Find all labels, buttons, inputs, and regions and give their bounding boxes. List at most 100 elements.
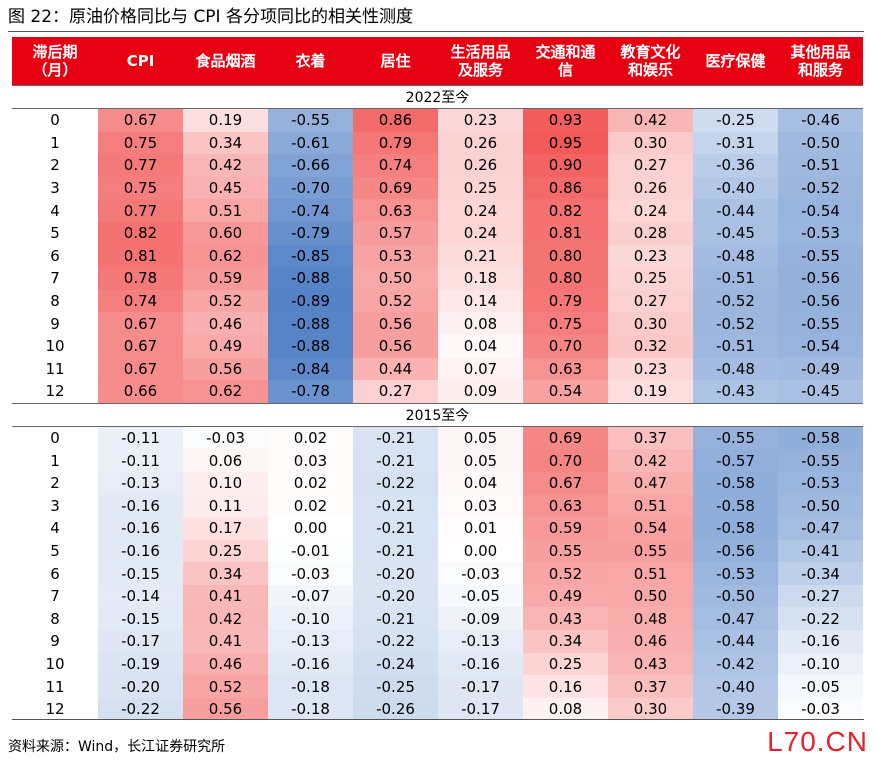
heatmap-cell: 0.23: [608, 244, 693, 268]
heatmap-cell: 0.79: [353, 131, 438, 155]
lag-cell: 0: [12, 108, 98, 132]
heatmap-cell: 0.95: [523, 131, 608, 155]
column-header-line: CPI: [126, 52, 155, 70]
heatmap-cell: 0.02: [268, 471, 353, 495]
heatmap-cell: -0.55: [778, 312, 863, 335]
heatmap-cell: 0.55: [608, 539, 693, 563]
table-row: 1 -0.11 0.06 0.03 -0.21 0.05 0.70 0.42 -0.57 -0.5…: [12, 449, 863, 472]
heatmap-cell: 0.90: [523, 154, 608, 177]
heatmap-cell: -0.58: [693, 471, 778, 495]
column-header: 生活用品 及服务: [438, 37, 523, 86]
heatmap-cell: -0.48: [693, 244, 778, 268]
heatmap-cell: -0.22: [778, 607, 863, 631]
lag-cell: 6: [12, 562, 98, 585]
heatmap-cell: -0.19: [98, 652, 183, 676]
heatmap-cell: 0.25: [183, 539, 268, 563]
heatmap-cell: 0.03: [268, 449, 353, 472]
heatmap-cell: 0.75: [98, 131, 183, 155]
heatmap-cell: 0.59: [523, 517, 608, 540]
heatmap-cell: -0.40: [693, 675, 778, 698]
heatmap-cell: -0.58: [693, 494, 778, 518]
column-header-line: 和服务: [797, 61, 843, 79]
heatmap-cell: 0.07: [438, 357, 523, 381]
table-row: 3 -0.16 0.11 0.02 -0.21 0.03 0.63 0.51 -0.58 -0.5…: [12, 494, 863, 518]
heatmap-cell: 0.54: [608, 517, 693, 540]
heatmap-cell: -0.58: [778, 426, 863, 450]
lag-cell: 9: [12, 312, 98, 335]
heatmap-cell: 0.70: [523, 449, 608, 472]
heatmap-cell: -0.55: [778, 244, 863, 268]
table-row: 12 0.66 0.62 -0.78 0.27 0.09 0.54 0.19 -0.43 -0.4…: [12, 380, 863, 404]
heatmap-cell: 0.43: [523, 607, 608, 631]
column-header-line: 食品烟酒: [195, 52, 256, 70]
heatmap-cell: -0.74: [268, 199, 353, 222]
heatmap-cell: 0.25: [523, 652, 608, 676]
heatmap-cell: -0.24: [353, 652, 438, 676]
lag-cell: 4: [12, 517, 98, 540]
heatmap-cell: 0.24: [608, 199, 693, 222]
heatmap-cell: -0.70: [268, 176, 353, 200]
heatmap-cell: -0.55: [268, 108, 353, 132]
heatmap-cell: -0.36: [693, 154, 778, 177]
heatmap-cell: 0.41: [183, 584, 268, 608]
heatmap-cell: 0.63: [523, 494, 608, 518]
heatmap-cell: -0.03: [778, 697, 863, 721]
section-label: 2015至今: [12, 402, 863, 427]
heatmap-cell: 0.75: [523, 312, 608, 335]
lag-cell: 1: [12, 449, 98, 472]
heatmap-cell: -0.11: [98, 449, 183, 472]
heatmap-cell: -0.13: [268, 630, 353, 653]
heatmap-cell: -0.51: [693, 334, 778, 358]
heatmap-cell: 0.10: [183, 471, 268, 495]
heatmap-cell: -0.54: [778, 334, 863, 358]
heatmap-cell: 0.49: [523, 584, 608, 608]
header-row: 滞后期 （月） CPI 食品烟酒 衣着 居住 生活用品 及服务 交通和通信教育文化 和娱乐 医疗…: [12, 37, 863, 86]
heatmap-cell: 0.67: [523, 471, 608, 495]
heatmap-cell: -0.45: [693, 221, 778, 245]
heatmap-cell: -0.20: [353, 584, 438, 608]
heatmap-cell: -0.52: [693, 289, 778, 313]
heatmap-cell: 0.04: [438, 471, 523, 495]
heatmap-cell: -0.05: [778, 675, 863, 698]
heatmap-cell: -0.10: [778, 652, 863, 676]
column-header: CPI: [98, 37, 183, 86]
heatmap-cell: -0.46: [778, 108, 863, 132]
heatmap-cell: 0.59: [183, 267, 268, 290]
lag-cell: 5: [12, 539, 98, 563]
heatmap-cell: -0.61: [268, 131, 353, 155]
column-header-line: 生活用品: [450, 43, 511, 61]
heatmap-cell: 0.23: [608, 357, 693, 381]
heatmap-cell: 0.52: [523, 562, 608, 585]
lag-cell: 5: [12, 221, 98, 245]
lag-cell: 10: [12, 334, 98, 358]
heatmap-cell: 0.27: [608, 289, 693, 313]
lag-cell: 3: [12, 176, 98, 200]
lag-cell: 7: [12, 584, 98, 608]
heatmap-cell: -0.44: [693, 199, 778, 222]
heatmap-cell: -0.01: [268, 539, 353, 563]
heatmap-cell: 0.02: [268, 494, 353, 518]
heatmap-cell: 0.80: [523, 244, 608, 268]
heatmap-cell: -0.21: [353, 449, 438, 472]
column-header-line: 其他用品: [790, 43, 851, 61]
heatmap-cell: 0.77: [98, 154, 183, 177]
bottom-divider: [12, 719, 864, 720]
table-row: 1 0.75 0.34 -0.61 0.79 0.26 0.95 0.30 -0.31 -0.50: [12, 131, 863, 155]
heatmap-cell: 0.11: [183, 494, 268, 518]
heatmap-cell: 0.26: [438, 131, 523, 155]
heatmap-cell: 0.00: [268, 517, 353, 540]
heatmap-cell: 0.52: [183, 289, 268, 313]
heatmap-cell: 0.30: [608, 131, 693, 155]
heatmap-cell: 0.49: [183, 334, 268, 358]
heatmap-cell: -0.85: [268, 244, 353, 268]
column-header-line: 及服务: [457, 61, 503, 79]
heatmap-cell: -0.16: [98, 494, 183, 518]
table-row: 3 0.75 0.45 -0.70 0.69 0.25 0.86 0.26 -0.40 -0.52: [12, 176, 863, 200]
heatmap-cell: 0.66: [98, 380, 183, 404]
table-row: 9 0.67 0.46 -0.88 0.56 0.08 0.75 0.30 -0.52 -0.55: [12, 312, 863, 335]
heatmap-cell: 0.74: [98, 289, 183, 313]
heatmap-cell: -0.11: [98, 426, 183, 450]
lag-cell: 6: [12, 244, 98, 268]
heatmap-cell: 0.62: [183, 244, 268, 268]
row-header-line-1: 滞后期: [32, 43, 78, 61]
